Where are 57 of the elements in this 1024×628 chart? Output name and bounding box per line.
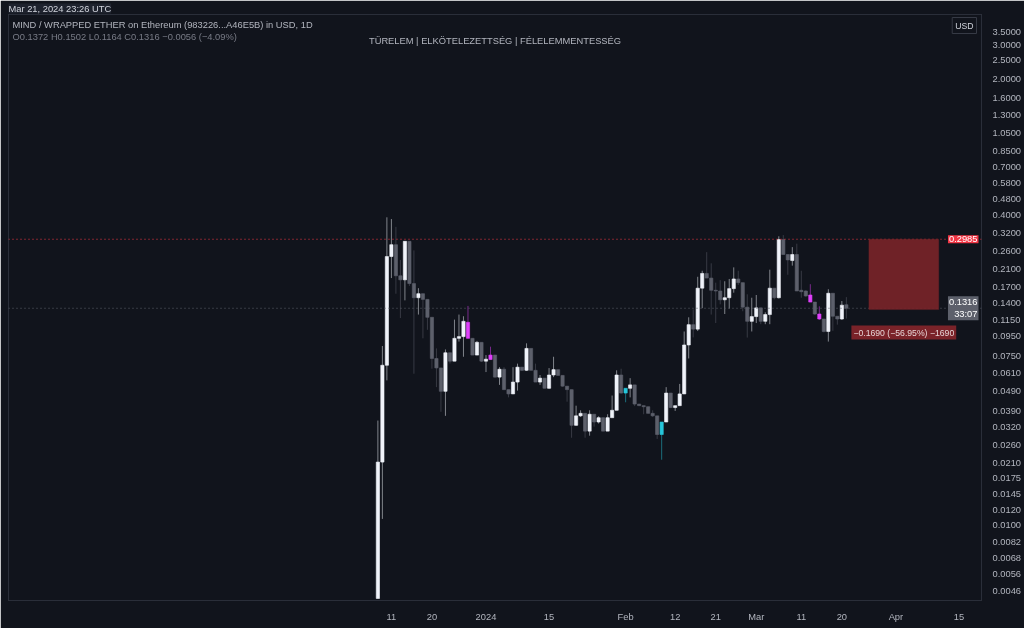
text: MIND / WRAPPED ETHER on Ethereum (983226...A46E5B) in USD, 1D	[12, 19, 313, 30]
y-tick-label: 0.8500	[992, 146, 1022, 157]
y-tick-label: 0.0490	[992, 386, 1022, 397]
y-tick-label: 0.0175	[992, 473, 1022, 484]
x-tick-label: 2024	[475, 611, 497, 622]
x-tick-label: Feb	[617, 611, 634, 622]
y-tick-label: 0.0100	[992, 520, 1022, 531]
x-tick-label: Apr	[888, 611, 904, 622]
y-tick-label: 1.3000	[992, 110, 1022, 121]
y-tick-label: 0.0068	[992, 552, 1022, 563]
x-tick-label: 11	[386, 611, 397, 622]
band-label: −0.1690 (−56.95%) −1690	[853, 327, 955, 338]
y-tick-label: 0.4000	[992, 209, 1022, 220]
y-tick-label: 0.0145	[992, 489, 1022, 500]
y-tick-label: 0.0260	[992, 439, 1022, 450]
y-tick-label: 2.0000	[992, 73, 1022, 84]
text: Mar 21, 2024 23:26 UTC	[8, 3, 112, 14]
y-tick-label: 0.5800	[992, 178, 1022, 189]
text: TÜRELEM | ELKÖTELEZETTSÉG | FÉLELEMMENTESSÉG	[368, 35, 622, 46]
y-tick-label: 1.6000	[992, 92, 1022, 103]
y-tick-label: 0.0046	[992, 585, 1022, 596]
y-tick-label: 0.1150	[992, 314, 1021, 325]
y-tick-label: 0.2600	[992, 245, 1022, 256]
y-tick-label: 0.0056	[992, 569, 1022, 580]
ref-line-label: 0.1316 33:07	[948, 297, 978, 320]
y-tick-label: 0.0390	[992, 405, 1022, 416]
y-tick-label: 0.0320	[992, 422, 1022, 433]
y-tick-label: 1.0500	[992, 128, 1022, 139]
y-tick-label: 0.0210	[992, 457, 1022, 468]
y-tick-label: 0.2100	[992, 263, 1022, 274]
x-tick-label: 15	[543, 611, 555, 622]
x-tick-label: 21	[710, 611, 721, 622]
y-tick-label: 2.5000	[992, 55, 1022, 66]
y-tick-label: 0.1400	[992, 298, 1022, 309]
x-tick-label: 20	[426, 611, 438, 622]
y-tick-label: 0.0082	[992, 537, 1022, 548]
y-tick-label: 0.4800	[992, 194, 1022, 205]
y-tick-label: 0.0950	[992, 330, 1022, 341]
ref-line-label: 0.2985	[948, 234, 978, 245]
y-axis-title: USD	[955, 20, 974, 31]
y-tick-label: 3.5000	[992, 26, 1022, 37]
candlestick	[484, 354, 488, 373]
x-tick-label: 11	[796, 611, 807, 622]
y-tick-label: 3.0000	[992, 39, 1022, 50]
y-tick-label: 0.0750	[992, 350, 1022, 361]
y-tick-label: 0.0120	[992, 505, 1022, 516]
x-tick-label: 15	[953, 611, 965, 622]
annotation: O0.1372 H0.1502 L0.1164 C0.1316 −0.0056 (−4.09%)	[12, 31, 237, 42]
y-tick-label: 0.0610	[992, 368, 1022, 379]
y-tick-label: 0.7000	[992, 162, 1022, 173]
y-tick-label: 0.3200	[992, 228, 1022, 239]
x-tick-label: 20	[836, 611, 848, 622]
y-tick-label: 0.1700	[992, 281, 1022, 292]
x-tick-label: Mar	[748, 611, 765, 622]
candlestick	[538, 374, 542, 386]
x-tick-label: 12	[670, 611, 681, 622]
candlestick	[493, 354, 497, 379]
